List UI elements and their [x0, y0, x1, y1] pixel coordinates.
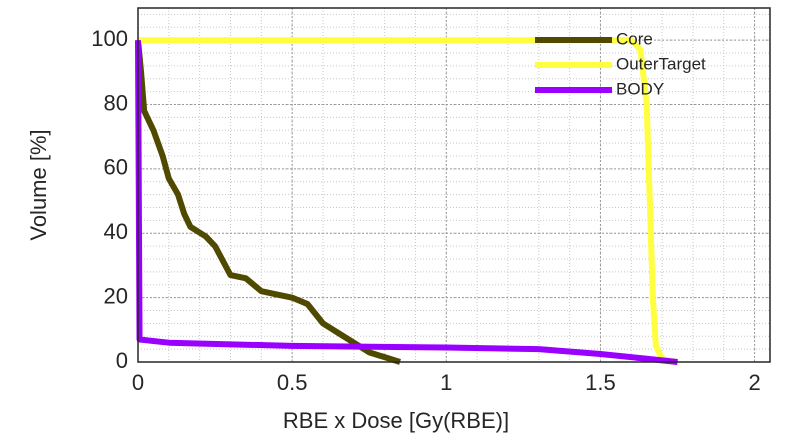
x-tick-label: 0.5: [277, 370, 308, 395]
plot-area: [138, 8, 770, 362]
y-tick-label: 40: [104, 219, 128, 244]
x-tick-label: 2: [748, 370, 760, 395]
legend-label: Core: [616, 29, 653, 48]
y-tick-label: 0: [116, 348, 128, 373]
x-tick-label: 1: [440, 370, 452, 395]
data-line: [135, 40, 678, 365]
y-tick-label: 80: [104, 90, 128, 115]
plot-frame: [137, 7, 771, 363]
data-line: [135, 39, 401, 365]
y-tick-label: 100: [91, 26, 128, 51]
y-axis-label: Volume [%]: [26, 129, 51, 240]
legend-label: BODY: [616, 79, 664, 98]
x-tick-label: 0: [132, 370, 144, 395]
x-tick-label: 1.5: [585, 370, 616, 395]
data-line: [138, 37, 679, 365]
y-tick-label: 60: [104, 155, 128, 180]
y-tick-label: 20: [104, 283, 128, 308]
legend-label: OuterTarget: [616, 54, 706, 73]
x-axis-label: RBE x Dose [Gy(RBE)]: [283, 408, 509, 433]
